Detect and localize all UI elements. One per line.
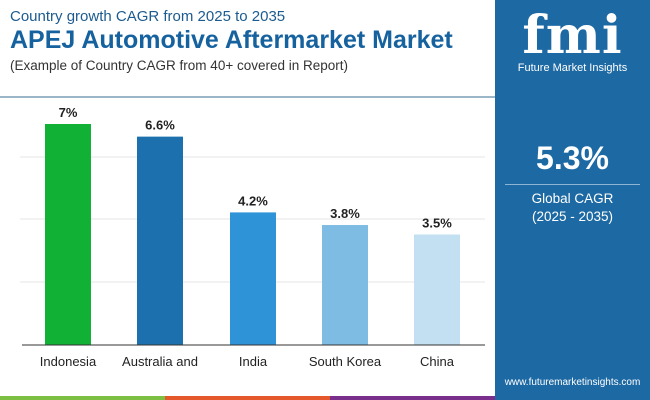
bar — [414, 234, 460, 345]
sidebar: fmi Future Market Insights 5.3% Global C… — [495, 0, 650, 400]
bar-value-label: 4.2% — [238, 193, 268, 208]
global-cagr-value: 5.3% — [536, 140, 609, 176]
global-cagr-text: Global CAGR — [531, 191, 614, 206]
category-label: India — [239, 354, 268, 369]
footer-strip-orange — [165, 396, 330, 400]
bar — [322, 225, 368, 345]
global-cagr-period: (2025 - 2035) — [531, 209, 614, 224]
global-cagr-label: Global CAGR (2025 - 2035) — [495, 190, 650, 226]
bar-value-label: 3.8% — [330, 206, 360, 221]
cagr-divider — [505, 184, 640, 185]
category-label: Australia and — [122, 354, 198, 369]
chart-title: APEJ Automotive Aftermarket Market — [10, 26, 453, 54]
category-label: South Korea — [309, 354, 382, 369]
website-link[interactable]: www.futuremarketinsights.com — [504, 377, 641, 388]
brand-name: Future Market Insights — [517, 62, 628, 74]
bar-value-label: 3.5% — [422, 216, 452, 231]
chart-subtitle: Country growth CAGR from 2025 to 2035 — [10, 8, 286, 25]
footer-strip-purple — [330, 396, 495, 400]
chart-note: (Example of Country CAGR from 40+ covere… — [10, 58, 349, 73]
header-divider — [0, 96, 495, 98]
footer-strip-green — [0, 396, 165, 400]
bar — [45, 124, 91, 345]
bar — [137, 136, 183, 345]
category-label: China — [420, 354, 455, 369]
bar-value-label: 6.6% — [145, 118, 175, 133]
fmi-logo: fmi — [522, 5, 623, 66]
bar — [230, 212, 276, 345]
category-label: Indonesia — [40, 354, 97, 369]
bar-value-label: 7% — [59, 105, 78, 120]
